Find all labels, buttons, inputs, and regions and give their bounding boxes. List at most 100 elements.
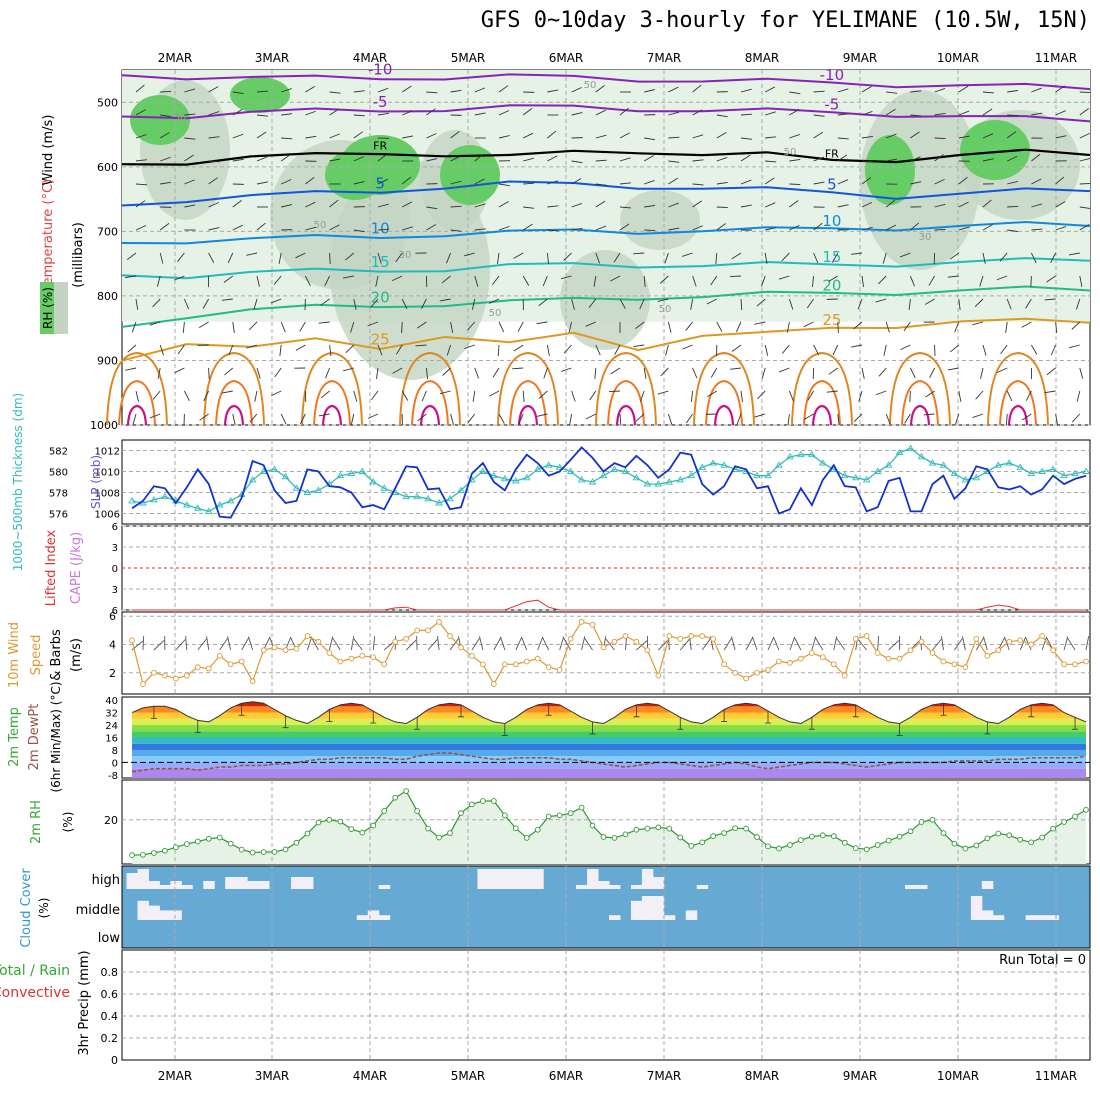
pressure-tick-label: 500 bbox=[97, 96, 118, 109]
cloud-layer-label: high bbox=[92, 873, 120, 888]
temp-tick-label: 16 bbox=[105, 734, 118, 745]
date-label-top: 5MAR bbox=[451, 51, 486, 65]
rh-2m-point bbox=[864, 847, 869, 852]
cape-axis-label: CAPE (J/kg) bbox=[69, 532, 84, 604]
wind-10m-axis-label-1: 10m Wind bbox=[7, 622, 22, 688]
rh-2m-point bbox=[766, 844, 771, 849]
run-total-label: Run Total = 0 bbox=[999, 953, 1086, 968]
rh-2m-point bbox=[1007, 833, 1012, 838]
rh-2m-point bbox=[305, 831, 310, 836]
wind-speed-point bbox=[393, 639, 398, 644]
rh-2m-point bbox=[162, 848, 167, 853]
wind-barb bbox=[1080, 92, 1091, 93]
wind-speed-point bbox=[700, 634, 705, 639]
date-label-top: 8MAR bbox=[745, 51, 780, 65]
rh-contour-label: 50 bbox=[314, 220, 327, 231]
date-label-top: 11MAR bbox=[1035, 51, 1077, 65]
rh-2m-point bbox=[875, 843, 880, 848]
wind-barb bbox=[609, 391, 620, 392]
contour-label: 20 bbox=[822, 276, 841, 294]
temp-band bbox=[122, 769, 1090, 778]
rh-2m-point bbox=[437, 835, 442, 840]
lifted-index-axis-label: Lifted Index bbox=[44, 529, 59, 606]
cloud-cover-bar bbox=[982, 910, 993, 920]
rh-2m-point bbox=[623, 832, 628, 837]
rh-2m-point bbox=[426, 826, 431, 831]
rh-contour-label: 50 bbox=[584, 80, 597, 91]
rh-contour-label: 30 bbox=[919, 232, 932, 243]
precip-legend-convective: Convective bbox=[0, 985, 70, 1001]
wind-barb bbox=[838, 322, 839, 333]
temp-band bbox=[122, 750, 1090, 756]
date-label-top: 2MAR bbox=[158, 51, 193, 65]
cloud-cover-bar bbox=[159, 885, 170, 889]
cloud-cover-bar bbox=[653, 896, 664, 920]
cloud-cover-bar bbox=[664, 915, 675, 920]
date-label-bottom: 2MAR bbox=[158, 1069, 193, 1083]
rh-2m-point bbox=[755, 835, 760, 840]
cloud-cover-bar bbox=[1026, 915, 1037, 920]
temp-band bbox=[122, 744, 1090, 750]
wind-speed-point bbox=[1018, 638, 1023, 643]
wind-speed-point bbox=[448, 634, 453, 639]
wind-speed-point bbox=[305, 634, 310, 639]
slp-axis-label: SLP (mb) bbox=[89, 455, 103, 509]
date-label-bottom: 6MAR bbox=[549, 1069, 584, 1083]
contour-label: 15 bbox=[822, 248, 841, 266]
precip-tick-label: 0.8 bbox=[101, 966, 119, 979]
wind-speed-point bbox=[1051, 648, 1056, 653]
temp-tick-label: 32 bbox=[105, 709, 118, 720]
wind-speed-point bbox=[667, 634, 672, 639]
wind-speed-point bbox=[963, 665, 968, 670]
cloud-cover-bar bbox=[225, 877, 236, 889]
rh-2m-point bbox=[568, 811, 573, 816]
cloud-cover-bar bbox=[302, 877, 313, 889]
rh-2m-point bbox=[656, 825, 661, 830]
rh-2m-point bbox=[546, 814, 551, 819]
rh-2m-point bbox=[809, 834, 814, 839]
rh-2m-point bbox=[711, 834, 716, 839]
wind-speed-point bbox=[546, 665, 551, 670]
rh-2m-axis-label: 2m RH bbox=[29, 800, 44, 844]
contour-label: -5 bbox=[373, 93, 388, 111]
date-label-bottom: 4MAR bbox=[353, 1069, 388, 1083]
cloud-cover-bar bbox=[291, 877, 302, 889]
wind-speed-point bbox=[579, 619, 584, 624]
wind-barb bbox=[862, 161, 873, 162]
cloud-layer-label: middle bbox=[76, 903, 120, 918]
wind-speed-point bbox=[261, 648, 266, 653]
rh-2m-point bbox=[470, 802, 475, 807]
thickness-tick-label: 580 bbox=[49, 468, 68, 479]
temp-tick-label: 0 bbox=[112, 758, 118, 769]
date-label-bottom: 5MAR bbox=[451, 1069, 486, 1083]
contour-label: 15 bbox=[371, 253, 390, 271]
wind-speed-point bbox=[623, 634, 628, 639]
wind-speed-point bbox=[272, 645, 277, 650]
wind-speed-point bbox=[733, 670, 738, 675]
wind-speed-point bbox=[535, 656, 540, 661]
cloud-cover-bar bbox=[247, 881, 258, 889]
cloud-cover-bar bbox=[1048, 915, 1059, 920]
rh-2m-point bbox=[634, 827, 639, 832]
wind-speed-point bbox=[557, 668, 562, 673]
wind-speed-point bbox=[524, 659, 529, 664]
lifted-index-tick-label: 3 bbox=[112, 543, 118, 554]
wind-barb bbox=[209, 368, 210, 379]
pressure-tick-label: 1000 bbox=[90, 419, 118, 432]
cloud-cover-bar bbox=[587, 869, 598, 889]
rh-2m-point bbox=[217, 835, 222, 840]
wind-barb bbox=[935, 229, 946, 230]
wind-barb bbox=[789, 184, 800, 185]
wind-speed-point bbox=[349, 656, 354, 661]
wind-speed-point bbox=[809, 651, 814, 656]
date-label-bottom: 9MAR bbox=[843, 1069, 878, 1083]
wind-speed-point bbox=[1073, 662, 1078, 667]
rh-shading-mid bbox=[620, 190, 700, 250]
wind-speed-point bbox=[897, 656, 902, 661]
date-label-top: 7MAR bbox=[647, 51, 682, 65]
wind-barb bbox=[1007, 206, 1018, 207]
rh-2m-point bbox=[316, 820, 321, 825]
rh-2m-point bbox=[557, 813, 562, 818]
pressure-tick-label: 700 bbox=[97, 225, 118, 238]
